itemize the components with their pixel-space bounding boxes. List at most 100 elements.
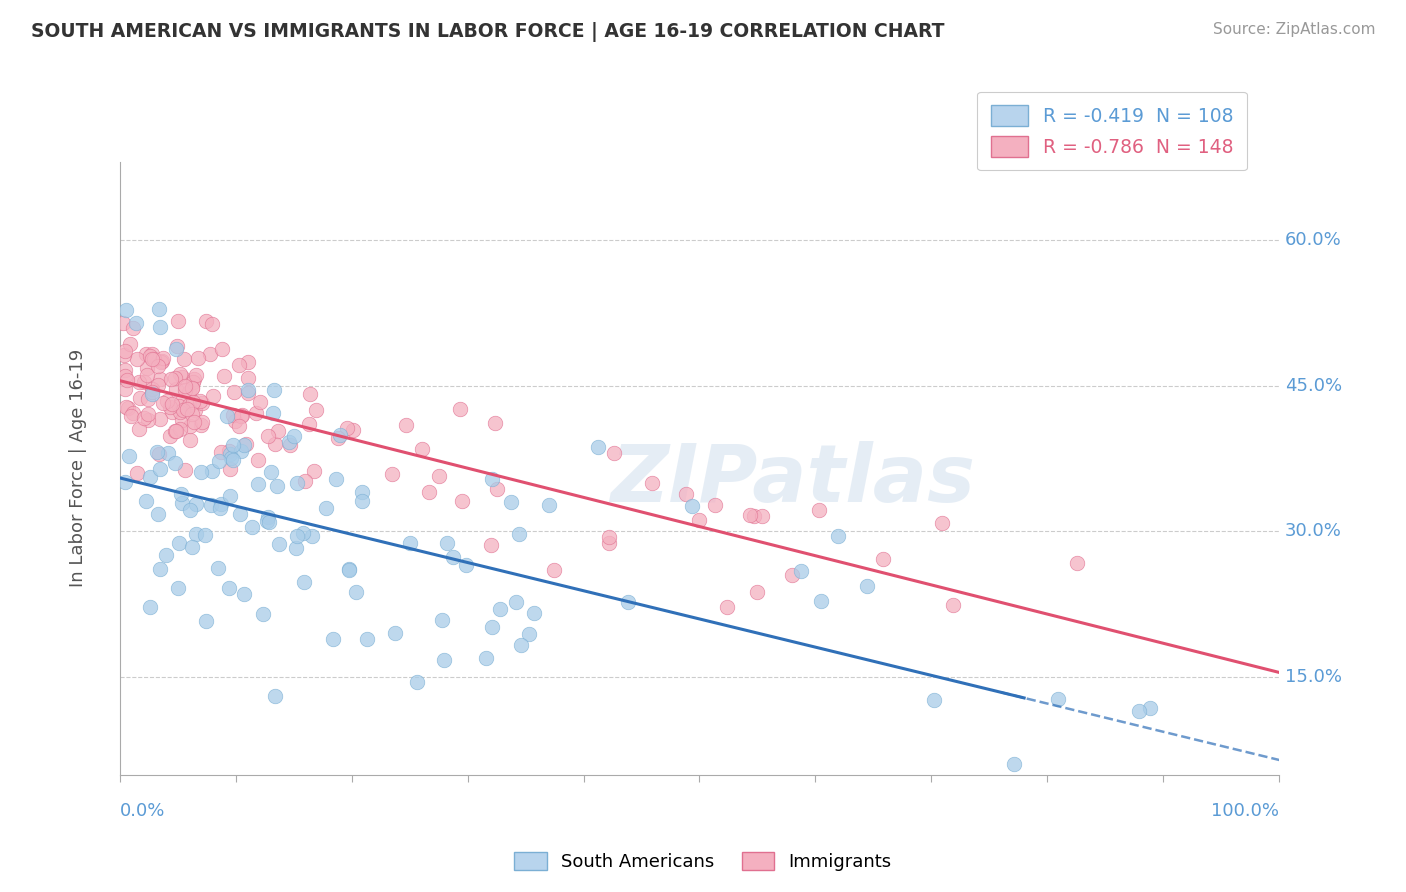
- Point: [688, 512, 710, 526]
- Point: [209, 444, 232, 458]
- Point: [149, 562, 172, 576]
- Point: [337, 563, 360, 577]
- Point: [1066, 557, 1088, 571]
- Text: 100.0%: 100.0%: [1211, 802, 1279, 820]
- Point: [209, 500, 232, 515]
- Text: Source: ZipAtlas.com: Source: ZipAtlas.com: [1212, 22, 1375, 37]
- Point: [183, 372, 205, 386]
- Point: [172, 369, 194, 384]
- Point: [141, 352, 163, 367]
- Point: [231, 409, 253, 424]
- Point: [537, 499, 560, 513]
- Point: [118, 337, 141, 351]
- Point: [807, 503, 830, 517]
- Point: [211, 343, 233, 357]
- Point: [742, 509, 765, 524]
- Point: [150, 353, 173, 368]
- Point: [146, 445, 169, 459]
- Point: [222, 385, 245, 400]
- Point: [180, 540, 202, 554]
- Point: [165, 456, 187, 470]
- Point: [162, 397, 184, 411]
- Point: [166, 382, 188, 396]
- Point: [118, 449, 141, 463]
- Point: [301, 529, 323, 543]
- Point: [141, 385, 163, 400]
- Point: [325, 473, 347, 487]
- Point: [740, 508, 762, 522]
- Point: [931, 516, 953, 530]
- Point: [523, 606, 546, 620]
- Point: [165, 343, 187, 357]
- Point: [751, 509, 773, 524]
- Point: [236, 386, 259, 401]
- Point: [179, 433, 201, 447]
- Point: [149, 372, 172, 386]
- Point: [214, 369, 236, 384]
- Point: [167, 581, 190, 595]
- Point: [519, 627, 541, 641]
- Point: [128, 375, 150, 389]
- Point: [229, 444, 252, 458]
- Point: [190, 418, 212, 433]
- Text: SOUTH AMERICAN VS IMMIGRANTS IN LABOR FORCE | AGE 16-19 CORRELATION CHART: SOUTH AMERICAN VS IMMIGRANTS IN LABOR FO…: [31, 22, 945, 42]
- Point: [149, 320, 172, 334]
- Point: [302, 464, 325, 478]
- Point: [179, 419, 201, 434]
- Point: [1002, 757, 1025, 772]
- Point: [152, 396, 174, 410]
- Point: [399, 536, 422, 550]
- Point: [181, 395, 204, 409]
- Point: [681, 499, 703, 513]
- Point: [181, 375, 204, 389]
- Point: [156, 446, 179, 460]
- Point: [143, 352, 166, 367]
- Point: [229, 507, 252, 521]
- Point: [146, 377, 169, 392]
- Point: [242, 519, 264, 533]
- Point: [207, 454, 229, 468]
- Point: [176, 401, 198, 416]
- Point: [184, 402, 207, 417]
- Point: [510, 638, 533, 652]
- Point: [263, 437, 285, 451]
- Point: [190, 465, 212, 479]
- Point: [177, 384, 200, 399]
- Text: 0.0%: 0.0%: [120, 802, 165, 820]
- Point: [186, 368, 208, 382]
- Point: [217, 409, 239, 424]
- Point: [489, 602, 512, 616]
- Point: [169, 422, 191, 436]
- Point: [233, 586, 256, 600]
- Point: [218, 447, 240, 461]
- Point: [180, 408, 202, 422]
- Point: [184, 527, 207, 541]
- Point: [136, 392, 159, 407]
- Point: [827, 529, 849, 543]
- Point: [356, 632, 378, 646]
- Point: [406, 675, 429, 690]
- Text: 45.0%: 45.0%: [1285, 376, 1343, 394]
- Point: [266, 479, 288, 493]
- Point: [942, 598, 965, 612]
- Point: [152, 351, 174, 365]
- Point: [114, 348, 136, 362]
- Point: [134, 375, 156, 389]
- Point: [114, 475, 136, 490]
- Point: [505, 595, 527, 609]
- Point: [810, 594, 832, 608]
- Point: [790, 564, 813, 578]
- Point: [485, 483, 508, 497]
- Point: [263, 383, 285, 397]
- Point: [188, 394, 211, 409]
- Point: [141, 387, 163, 401]
- Point: [169, 368, 191, 382]
- Point: [167, 399, 190, 413]
- Point: [194, 528, 217, 542]
- Legend: R = -0.419  N = 108, R = -0.786  N = 148: R = -0.419 N = 108, R = -0.786 N = 148: [977, 92, 1247, 170]
- Point: [127, 467, 149, 481]
- Point: [167, 314, 190, 328]
- Point: [201, 389, 224, 403]
- Point: [156, 393, 179, 408]
- Point: [454, 558, 477, 573]
